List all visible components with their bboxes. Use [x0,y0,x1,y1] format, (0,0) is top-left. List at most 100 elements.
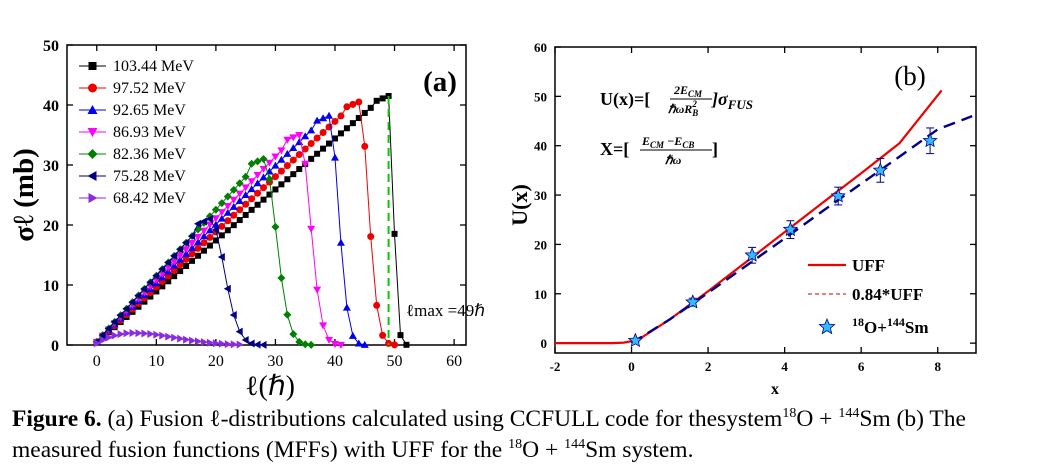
panel-a-data-point [296,166,303,173]
panel-a-data-point [230,340,238,349]
panel-a-data-point [170,258,179,266]
panel-a-data-point [253,172,262,180]
panel-a-data-point [308,155,315,162]
panel-a-x-axis-label: ℓ(ℏ) [245,371,295,402]
panel-a-data-point [331,117,339,125]
panel-a-data-point [147,330,155,339]
panel-a-data-point [295,337,304,346]
panel-a-data-point [379,331,387,339]
panel-a-data-point [290,171,297,178]
panel-a-data-point [301,145,309,153]
panel-a-series-line [96,218,264,346]
panel-a-data-point [176,245,184,254]
panel-a-data-point [236,206,244,214]
panel-a-data-point [241,191,250,199]
panel-a-data-point [194,238,203,246]
panel-a-data-point [361,109,368,116]
legend-data-label-part: Sm [905,318,929,337]
caption-text-3: Sm (b) The [859,406,966,432]
panel-a-data-point [253,340,261,349]
panel-a-data-point [199,227,208,235]
panel-a-data-point [183,262,190,269]
panel-a-data-point [373,97,380,104]
panel-a-data-point [391,230,398,237]
uff-curve [555,89,943,345]
panel-a-data-point [301,340,310,349]
panel-a-data-point [301,160,310,168]
panel-a-data-point [373,301,381,309]
panel-a-data-point [349,100,357,108]
panel-a-data-point [367,233,375,241]
panel-a-data-point [123,329,131,338]
panel-a-data-point [170,251,178,260]
panel-a-data-point [176,261,184,269]
panel-a-data-point [283,149,292,157]
panel-a-data-point [295,151,303,159]
panel-a-data-point [217,252,225,261]
panel-b-x-tick-label: 8 [934,359,941,374]
panel-b-x-axis-label: x [771,381,779,398]
panel-a-data-point [200,338,208,347]
panel-a-data-point [189,336,197,345]
panel-a-data-point [271,161,280,169]
panel-a-data-point [229,310,237,319]
panel-a-x-tick-label: 60 [446,353,462,370]
formula-x-den: ℏω [665,153,682,167]
panel-a-data-point [206,338,214,347]
panel-a-data-point [325,111,334,119]
panel-a-data-point [260,184,268,192]
panel-a-data-point [379,95,386,102]
panel-a-data-point [195,337,203,346]
panel-a-data-point [129,329,137,337]
panel-a-data-point [271,153,280,161]
panel-a-data-point [164,258,172,267]
panel-a-data-point [241,335,249,344]
panel-b-x-tick-label: -2 [550,359,561,374]
panel-a-data-point [331,135,338,142]
panel-a-data-point [235,327,243,336]
panel-a-data-point [199,232,208,240]
panel-a-y-tick-label: 20 [43,218,59,235]
panel-b-x-tick-label: 6 [858,359,865,374]
panel-b-x-tick-label: 0 [628,359,635,374]
panel-a-data-point [348,331,357,339]
panel-a-data-point [211,205,220,214]
panel-a-data-point [236,217,243,224]
panel-a-x-tick-label: 20 [208,353,224,370]
panel-a-data-point [326,140,333,147]
panel-a-data-point [355,115,362,122]
panel-a-data-point [182,238,190,247]
legend-label: 68.42 MeV [113,190,186,207]
panel-a-data-point [211,215,220,223]
panel-a-data-point [259,340,267,349]
panel-a-data-point [153,288,160,295]
experimental-data-point [922,132,938,148]
panel-a-data-point [307,340,316,349]
panel-a-data-point [188,232,196,241]
panel-a-data-point [135,329,143,338]
panel-a-data-point [235,190,244,198]
legend-uff-label: UFF [852,256,885,275]
panel-a-data-point [200,247,207,254]
panel-a-data-point [277,167,285,175]
panel-a-data-point [229,185,238,194]
panel-a-data-point [283,162,291,170]
panel-a-data-point [188,250,196,258]
panel-a-data-point [307,140,315,148]
panel-a-data-point [128,298,136,307]
panel-a-data-point [189,257,196,264]
panel-a-data-point [170,266,178,274]
caption-sup-4: 144 [564,437,586,453]
formula-ux: U(x)=[ 2ECM ℏωRB2 ]σFUS [600,83,753,118]
panel-a-data-point [289,144,298,152]
formula-ux-num: 2ECM [673,83,703,99]
caption-text-5: O + [522,437,565,463]
panel-a-data-point [354,339,363,347]
legend-marker [88,83,97,93]
panel-a-data-point [271,173,279,181]
panel-a-data-point [272,186,279,193]
experimental-data-point [744,247,760,262]
panel-a-data-point [206,242,213,249]
